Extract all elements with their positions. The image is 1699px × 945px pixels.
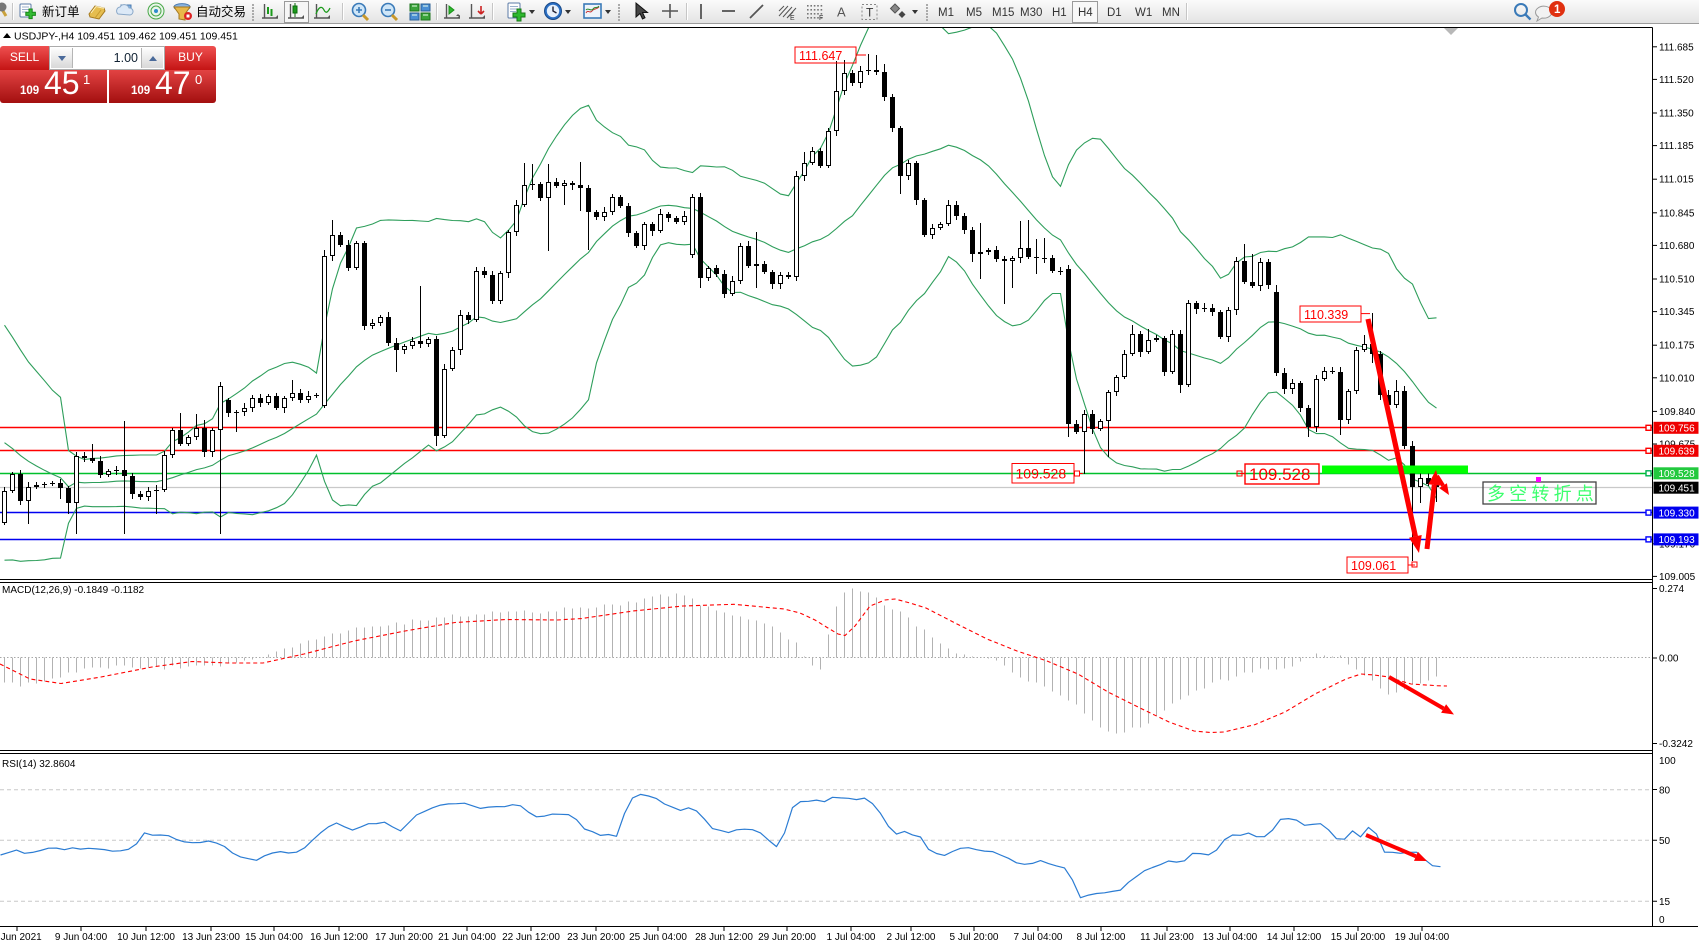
svg-text:109.528: 109.528	[1659, 469, 1696, 480]
svg-text:2 Jul 12:00: 2 Jul 12:00	[887, 932, 936, 943]
svg-text:MACD(12,26,9) -0.1849 -0.1182: MACD(12,26,9) -0.1849 -0.1182	[2, 585, 145, 596]
svg-text:109.528: 109.528	[1016, 466, 1067, 482]
svg-text:7 Jun 2021: 7 Jun 2021	[0, 932, 42, 943]
svg-text:110.680: 110.680	[1659, 241, 1695, 252]
svg-text:17 Jun 20:00: 17 Jun 20:00	[375, 932, 433, 943]
svg-text:15 Jun 04:00: 15 Jun 04:00	[245, 932, 303, 943]
svg-text:自动交易: 自动交易	[196, 4, 246, 19]
svg-text:111.015: 111.015	[1659, 175, 1694, 186]
svg-text:110.845: 110.845	[1659, 208, 1695, 219]
svg-text:0: 0	[1659, 915, 1665, 926]
svg-text:111.350: 111.350	[1659, 109, 1694, 120]
svg-text:M1: M1	[938, 7, 954, 19]
svg-text:MN: MN	[1162, 7, 1180, 19]
svg-text:23 Jun 20:00: 23 Jun 20:00	[567, 932, 625, 943]
svg-text:13 Jun 23:00: 13 Jun 23:00	[182, 932, 240, 943]
svg-text:111.520: 111.520	[1659, 75, 1694, 86]
svg-text:H1: H1	[1052, 7, 1067, 19]
svg-text:RSI(14) 32.8604: RSI(14) 32.8604	[2, 759, 76, 770]
svg-text:111.185: 111.185	[1659, 141, 1694, 152]
svg-text:USDJPY-,H4 109.451 109.462 10: USDJPY-,H4 109.451 109.462 109.451 109.4…	[14, 31, 238, 43]
svg-text:H4: H4	[1078, 7, 1093, 19]
svg-text:109.451: 109.451	[1659, 483, 1696, 494]
svg-text:W1: W1	[1135, 7, 1152, 19]
svg-text:111.685: 111.685	[1659, 42, 1694, 53]
svg-text:109.528: 109.528	[1249, 465, 1310, 484]
svg-text:10 Jun 12:00: 10 Jun 12:00	[117, 932, 175, 943]
svg-text:-0.3242: -0.3242	[1659, 739, 1693, 750]
svg-text:109.193: 109.193	[1659, 535, 1696, 546]
svg-text:110.345: 110.345	[1659, 307, 1695, 318]
svg-text:29 Jun 20:00: 29 Jun 20:00	[758, 932, 816, 943]
svg-text:11 Jul 23:00: 11 Jul 23:00	[1140, 932, 1194, 943]
svg-text:110.510: 110.510	[1659, 275, 1695, 286]
svg-text:D1: D1	[1107, 7, 1122, 19]
svg-text:111.647: 111.647	[799, 49, 842, 63]
svg-text:0.00: 0.00	[1659, 654, 1679, 665]
svg-text:100: 100	[1659, 756, 1676, 767]
svg-text:15: 15	[1659, 897, 1671, 908]
svg-text:8 Jul 12:00: 8 Jul 12:00	[1077, 932, 1126, 943]
svg-text:80: 80	[1659, 786, 1671, 797]
svg-text:T: T	[866, 6, 874, 20]
svg-text:M30: M30	[1020, 7, 1042, 19]
svg-text:多空转折点: 多空转折点	[1487, 484, 1598, 504]
svg-text:15 Jul 20:00: 15 Jul 20:00	[1331, 932, 1386, 943]
svg-text:110.339: 110.339	[1304, 308, 1348, 322]
svg-text:25 Jun 04:00: 25 Jun 04:00	[629, 932, 687, 943]
svg-text:M15: M15	[992, 7, 1014, 19]
svg-text:22 Jun 12:00: 22 Jun 12:00	[502, 932, 560, 943]
svg-text:1 Jul 04:00: 1 Jul 04:00	[827, 932, 876, 943]
svg-text:109.756: 109.756	[1659, 424, 1696, 435]
svg-text:E: E	[790, 15, 795, 22]
svg-text:0.274: 0.274	[1659, 584, 1684, 595]
svg-text:110.175: 110.175	[1659, 341, 1695, 352]
svg-text:16 Jun 12:00: 16 Jun 12:00	[310, 932, 368, 943]
svg-text:F: F	[819, 15, 823, 22]
svg-text:109.330: 109.330	[1659, 508, 1696, 519]
svg-text:109.639: 109.639	[1659, 447, 1696, 458]
svg-text:M5: M5	[966, 7, 982, 19]
svg-text:5 Jul 20:00: 5 Jul 20:00	[950, 932, 999, 943]
svg-text:14 Jul 12:00: 14 Jul 12:00	[1267, 932, 1322, 943]
svg-text:109.005: 109.005	[1659, 572, 1696, 583]
svg-text:A: A	[837, 5, 846, 20]
svg-text:109.840: 109.840	[1659, 407, 1696, 418]
svg-text:9 Jun 04:00: 9 Jun 04:00	[55, 932, 108, 943]
svg-text:7 Jul 04:00: 7 Jul 04:00	[1014, 932, 1063, 943]
svg-text:新订单: 新订单	[42, 4, 80, 19]
svg-text:50: 50	[1659, 836, 1671, 847]
svg-text:21 Jun 04:00: 21 Jun 04:00	[438, 932, 496, 943]
svg-text:109.061: 109.061	[1351, 559, 1396, 573]
svg-text:1: 1	[1554, 4, 1561, 16]
svg-text:13 Jul 04:00: 13 Jul 04:00	[1203, 932, 1258, 943]
svg-text:28 Jun 12:00: 28 Jun 12:00	[695, 932, 753, 943]
svg-text:19 Jul 04:00: 19 Jul 04:00	[1395, 932, 1450, 943]
svg-text:110.010: 110.010	[1659, 373, 1695, 384]
